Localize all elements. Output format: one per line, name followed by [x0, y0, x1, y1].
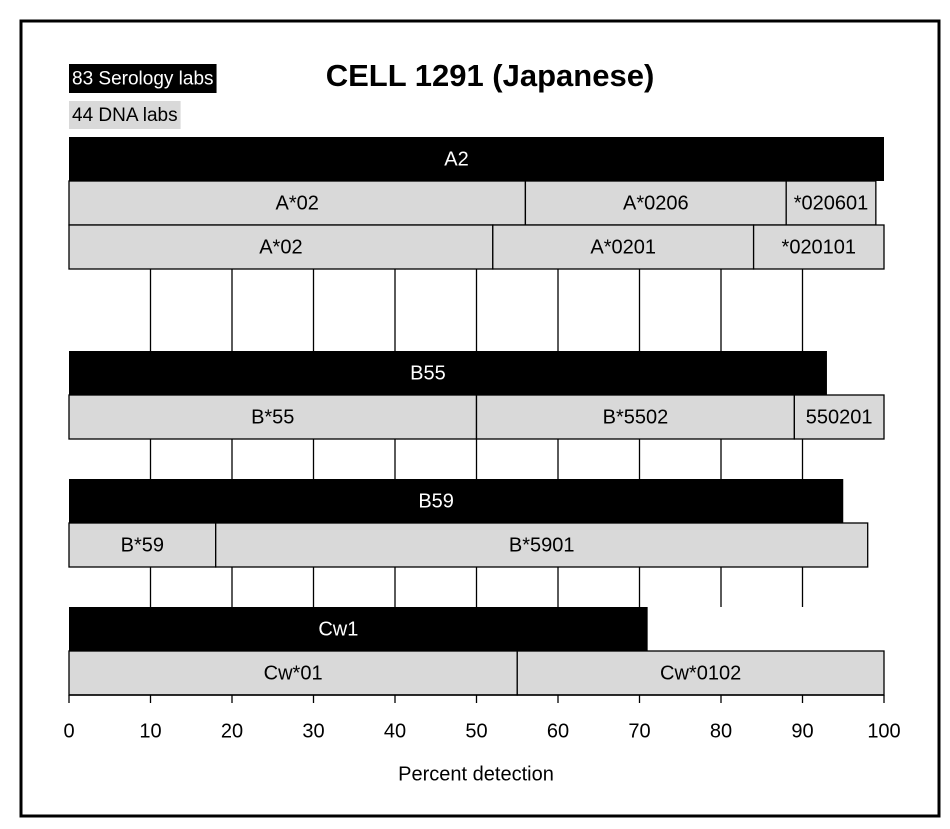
dna-segment	[752, 224, 885, 270]
dna-segment-label: 550201	[806, 406, 873, 428]
serology-bar	[69, 351, 827, 395]
x-tick-label: 60	[547, 720, 569, 742]
x-tick-label: 70	[628, 720, 650, 742]
serology-label: A2	[444, 148, 468, 170]
dna-segment-label: A*02	[259, 236, 302, 258]
x-axis-label: Percent detection	[398, 763, 554, 785]
serology-bar	[69, 607, 648, 651]
dna-segment	[68, 650, 518, 696]
serology-label: Cw1	[318, 618, 358, 640]
dna-segment	[785, 180, 877, 226]
dna-segment-label: A*0201	[590, 236, 656, 258]
x-tick-label: 80	[710, 720, 732, 742]
chart-title: CELL 1291 (Japanese)	[326, 58, 655, 93]
dna-segment	[215, 522, 869, 568]
dna-segment-label: B*5502	[603, 406, 669, 428]
legend-label: 44 DNA labs	[72, 105, 178, 126]
dna-segment	[68, 522, 217, 568]
x-tick-label: 0	[63, 720, 74, 742]
x-tick-label: 20	[221, 720, 243, 742]
dna-segment	[68, 394, 478, 440]
dna-segment-label: Cw*01	[264, 662, 323, 684]
dna-segment	[492, 224, 755, 270]
dna-segment-label: *020601	[794, 192, 869, 214]
serology-label: B59	[418, 490, 454, 512]
dna-segment-label: B*55	[251, 406, 294, 428]
dna-segment	[516, 650, 885, 696]
dna-segment	[793, 394, 885, 440]
x-tick-label: 10	[139, 720, 161, 742]
x-tick-label: 40	[384, 720, 406, 742]
dna-segment	[68, 224, 494, 270]
dna-segment-label: A*0206	[623, 192, 689, 214]
dna-segment-label: B*5901	[509, 534, 575, 556]
legend-swatch	[69, 64, 217, 93]
serology-label: B55	[410, 362, 446, 384]
dna-segment-label: B*59	[121, 534, 164, 556]
x-tick-label: 30	[302, 720, 324, 742]
x-tick-label: 50	[465, 720, 487, 742]
dna-segment-label: A*02	[276, 192, 319, 214]
legend-swatch	[69, 101, 181, 129]
dna-segment	[475, 394, 796, 440]
serology-bar	[69, 479, 844, 523]
x-tick-label: 100	[867, 720, 900, 742]
x-tick-label: 90	[791, 720, 813, 742]
dna-segment-label: *020101	[782, 236, 857, 258]
dna-segment-label: Cw*0102	[660, 662, 741, 684]
legend-label: 83 Serology labs	[72, 69, 214, 90]
serology-bar	[69, 137, 884, 181]
